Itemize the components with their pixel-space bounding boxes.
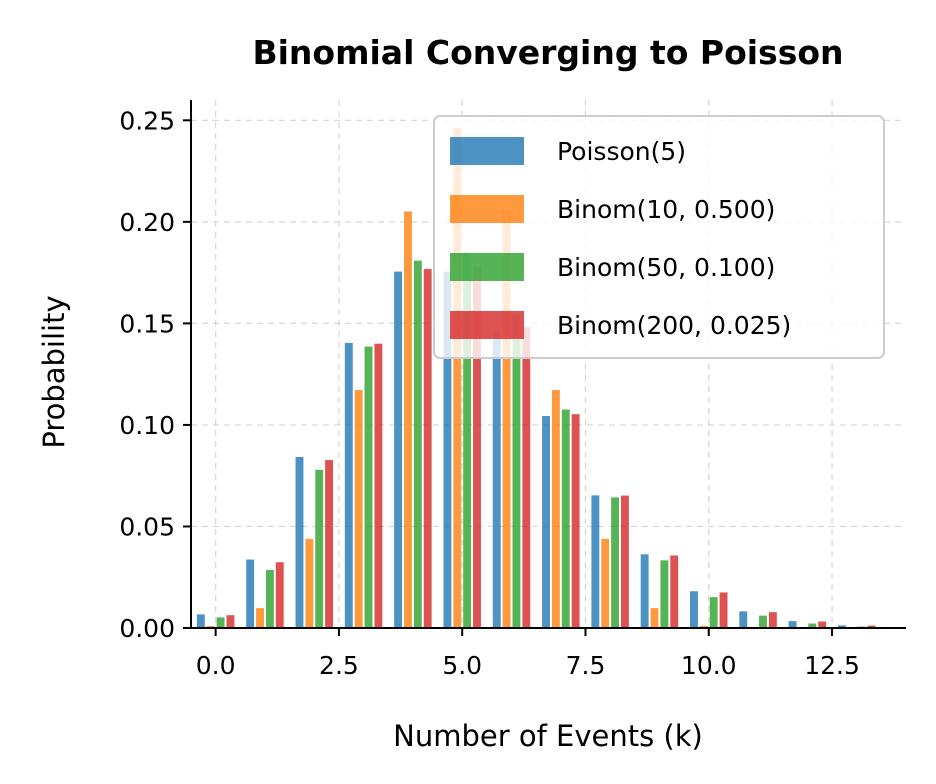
bar-binom-10-0-500--k7 [551, 389, 560, 628]
y-tick-label: 0.20 [119, 208, 175, 237]
bar-poisson-5--k1 [246, 559, 255, 628]
bar-binom-50-0-100--k11 [759, 615, 767, 628]
legend-swatch [450, 253, 524, 281]
bar-binom-50-0-100--k0 [216, 617, 225, 628]
x-tick-label: 5.0 [442, 651, 482, 680]
bar-poisson-5--k4 [394, 271, 403, 628]
bar-binom-200-0-025--k12 [818, 621, 827, 628]
bar-binom-10-0-500--k3 [354, 389, 363, 628]
bar-poisson-5--k6 [492, 331, 501, 628]
bar-binom-200-0-025--k3 [374, 343, 383, 628]
bar-binom-50-0-100--k7 [561, 409, 570, 628]
bar-binom-50-0-100--k1 [265, 569, 274, 628]
bar-binom-50-0-100--k12 [808, 623, 817, 628]
x-tick-label: 12.5 [804, 651, 860, 680]
bar-binom-50-0-100--k8 [611, 497, 620, 628]
x-tick-label: 7.5 [566, 651, 606, 680]
bar-binom-50-0-100--k10 [709, 597, 718, 628]
bar-poisson-5--k0 [196, 614, 205, 628]
bar-binom-200-0-025--k8 [620, 495, 629, 628]
bar-binom-200-0-025--k1 [275, 562, 284, 628]
bar-poisson-5--k7 [542, 415, 550, 628]
bar-poisson-5--k11 [739, 611, 748, 628]
bar-binom-10-0-500--k10 [699, 625, 708, 628]
bar-binom-50-0-100--k9 [660, 560, 669, 628]
bar-binom-10-0-500--k5 [453, 128, 462, 628]
legend-swatch [450, 311, 524, 339]
bar-binom-200-0-025--k4 [423, 268, 432, 628]
bars [196, 128, 876, 628]
legend-swatch [450, 137, 524, 165]
y-tick-label: 0.05 [119, 512, 175, 541]
bar-binom-10-0-500--k4 [404, 211, 412, 628]
legend-frame [433, 115, 885, 359]
legend: Poisson(5) Binom(10, 0.500) Binom(50, 0.10… [433, 115, 885, 359]
bar-binom-50-0-100--k6 [512, 315, 521, 628]
y-ticks: 0.00 0.05 0.10 0.15 0.20 0.25 [119, 106, 191, 643]
bar-poisson-5--k12 [788, 621, 797, 628]
x-tick-label: 10.0 [681, 651, 737, 680]
bar-binom-10-0-500--k0 [206, 625, 215, 628]
bar-binom-50-0-100--k5 [463, 252, 472, 628]
x-ticks: 0.0 2.5 5.0 7.5 10.0 12.5 [196, 628, 860, 680]
bar-binom-200-0-025--k7 [571, 414, 580, 628]
legend-swatch [450, 195, 524, 223]
bar-binom-200-0-025--k0 [226, 615, 235, 628]
bar-binom-200-0-025--k10 [719, 592, 728, 628]
bar-poisson-5--k9 [640, 554, 649, 628]
bar-binom-200-0-025--k5 [473, 267, 481, 628]
x-tick-label: 2.5 [319, 651, 359, 680]
bar-binom-200-0-025--k6 [522, 327, 531, 628]
bar-poisson-5--k3 [344, 342, 353, 628]
bar-binom-10-0-500--k9 [650, 608, 659, 628]
y-tick-label: 0.25 [119, 106, 175, 135]
bar-binom-200-0-025--k9 [670, 555, 679, 628]
bar-poisson-5--k8 [591, 495, 600, 628]
y-tick-label: 0.00 [119, 614, 175, 643]
bar-binom-10-0-500--k6 [502, 211, 511, 628]
bar-binom-50-0-100--k4 [413, 260, 422, 628]
bar-binom-10-0-500--k8 [601, 538, 610, 628]
bar-binom-50-0-100--k2 [315, 469, 324, 628]
bar-binom-10-0-500--k1 [256, 608, 264, 628]
legend-label: Poisson(5) [557, 137, 686, 166]
bar-binom-10-0-500--k2 [305, 538, 314, 628]
chart-title: Binomial Converging to Poisson [252, 33, 843, 72]
bar-binom-200-0-025--k11 [768, 612, 777, 628]
legend-label: Binom(50, 0.100) [557, 253, 775, 282]
y-tick-label: 0.15 [119, 309, 175, 338]
y-axis-label: Probability [37, 295, 71, 448]
bar-binom-200-0-025--k13 [867, 625, 876, 628]
bar-poisson-5--k5 [443, 271, 452, 628]
bar-poisson-5--k2 [295, 457, 304, 628]
x-tick-label: 0.0 [196, 651, 236, 680]
legend-label: Binom(200, 0.025) [557, 311, 791, 340]
legend-label: Binom(10, 0.500) [557, 195, 775, 224]
bar-poisson-5--k10 [690, 591, 698, 628]
bar-poisson-5--k13 [837, 625, 846, 628]
x-axis-label: Number of Events (k) [393, 719, 703, 753]
legend-items: Poisson(5) Binom(10, 0.500) Binom(50, 0.10… [450, 137, 791, 340]
bar-binom-50-0-100--k3 [364, 346, 373, 628]
y-tick-label: 0.10 [119, 411, 175, 440]
bar-binom-200-0-025--k2 [325, 460, 334, 628]
